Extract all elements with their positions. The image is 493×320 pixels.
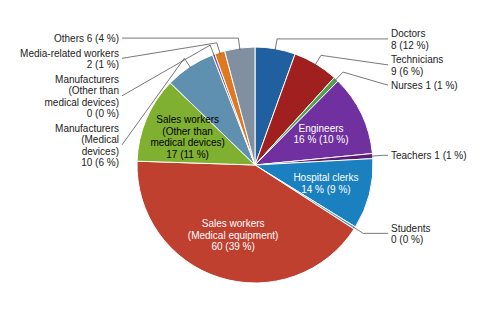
slice-label: Sales workers(Medical equipment)60 (39 %… [188,218,279,252]
slice-label: Students0 (0 %) [391,222,430,245]
slice-label: Teachers 1 (1 %) [391,150,467,161]
slice-label: Manufacturers(Other thanmedical devices)… [45,73,119,119]
slices [137,47,373,283]
leader-lines [122,38,388,233]
leader-line [122,38,240,50]
pie-slice [255,81,372,165]
slice-label: Media-related workers2 (1 %) [20,47,119,70]
pie-slice [225,47,255,165]
slice-label: Manufacturers(Medicaldevices)10 (6 %) [55,122,119,168]
slice-label: Doctors8 (12 %) [391,28,429,51]
slice-label: Hospital clerks14 % (9 %) [293,172,358,195]
leader-line [275,39,388,51]
leader-line [371,155,388,157]
labels: Engineers16 % (10 %) Hospital clerks14 % … [20,28,467,252]
leader-line [335,72,388,85]
slice-label: Technicians9 (6 %) [391,54,443,77]
leader-line [122,45,214,96]
slice-label: Nurses 1 (1 %) [391,80,458,91]
slice-label: Engineers16 % (10 %) [294,122,349,145]
leader-line [315,55,388,65]
leader-line [353,227,388,233]
leader-line [122,43,220,58]
pie-chart: Engineers16 % (10 %) Hospital clerks14 % … [0,0,493,320]
slice-label: Others 6 (4 %) [54,33,119,44]
slice-label: Sales workers(Other thanmedical devices)… [150,114,224,160]
